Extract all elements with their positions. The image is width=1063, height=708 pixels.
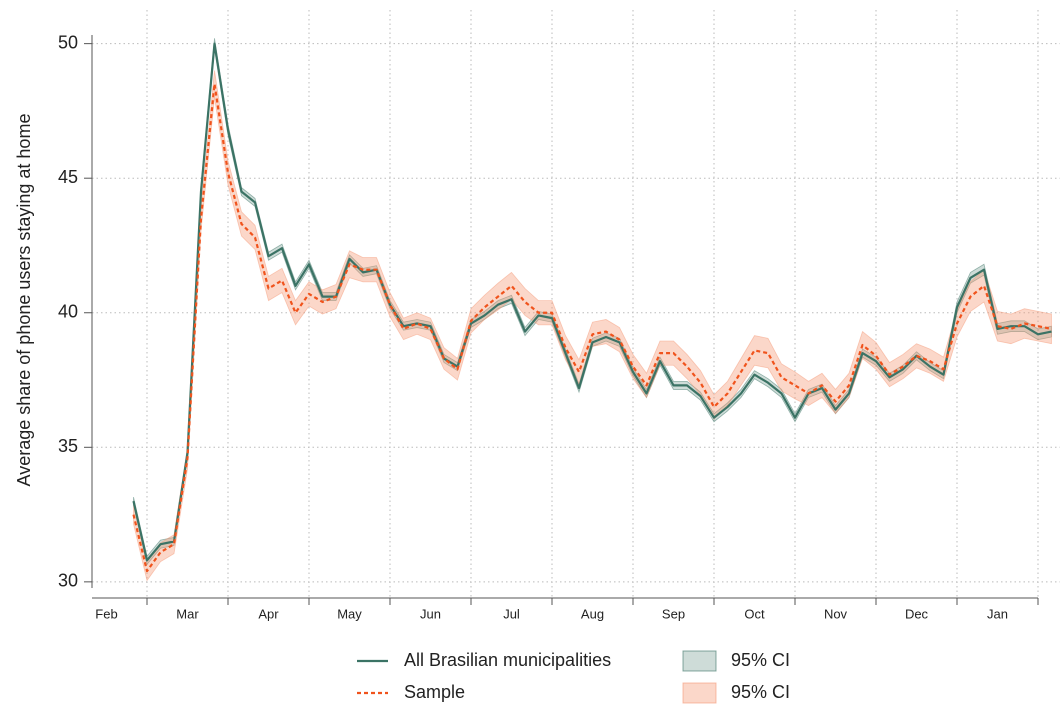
ci-band xyxy=(133,70,1052,582)
x-tick-label: Aug xyxy=(581,606,604,621)
x-tick-label: Sep xyxy=(662,606,685,621)
legend-swatch xyxy=(682,650,717,672)
x-tick-label: Jul xyxy=(503,606,520,621)
series-line xyxy=(132,42,1052,562)
legend-label: Sample xyxy=(404,682,465,702)
y-tick-label: 45 xyxy=(58,167,78,187)
y-axis-label: Average share of phone users staying at … xyxy=(14,114,34,487)
x-tick-label: Jan xyxy=(987,606,1008,621)
x-tick-label: Dec xyxy=(905,606,929,621)
ci-band xyxy=(133,38,1052,566)
y-tick-label: 35 xyxy=(58,436,78,456)
x-tick-label: Apr xyxy=(258,606,279,621)
legend-label: 95% CI xyxy=(731,650,790,670)
y-tick-label: 50 xyxy=(58,32,78,52)
legend-label: 95% CI xyxy=(731,682,790,702)
x-tick-label: Feb xyxy=(95,606,117,621)
x-tick-label: May xyxy=(337,606,362,621)
series-line xyxy=(132,82,1052,573)
legend-swatch xyxy=(682,682,717,704)
legend-label: All Brasilian municipalities xyxy=(404,650,611,670)
x-tick-label: Oct xyxy=(744,606,765,621)
x-tick-label: Jun xyxy=(420,606,441,621)
y-tick-label: 40 xyxy=(58,301,78,321)
x-tick-label: Nov xyxy=(824,606,848,621)
y-tick-label: 30 xyxy=(58,571,78,591)
x-tick-label: Mar xyxy=(176,606,199,621)
